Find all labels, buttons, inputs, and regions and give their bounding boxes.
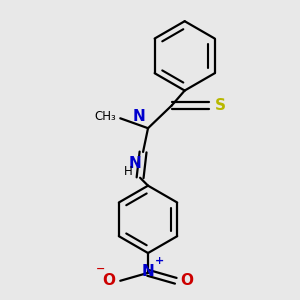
Text: N: N: [142, 264, 154, 279]
Text: CH₃: CH₃: [94, 110, 116, 123]
Text: O: O: [181, 273, 194, 288]
Text: N: N: [132, 109, 145, 124]
Text: +: +: [155, 256, 164, 266]
Text: −: −: [96, 264, 105, 274]
Text: H: H: [123, 165, 132, 178]
Text: S: S: [214, 98, 225, 113]
Text: N: N: [128, 156, 141, 171]
Text: O: O: [102, 273, 115, 288]
